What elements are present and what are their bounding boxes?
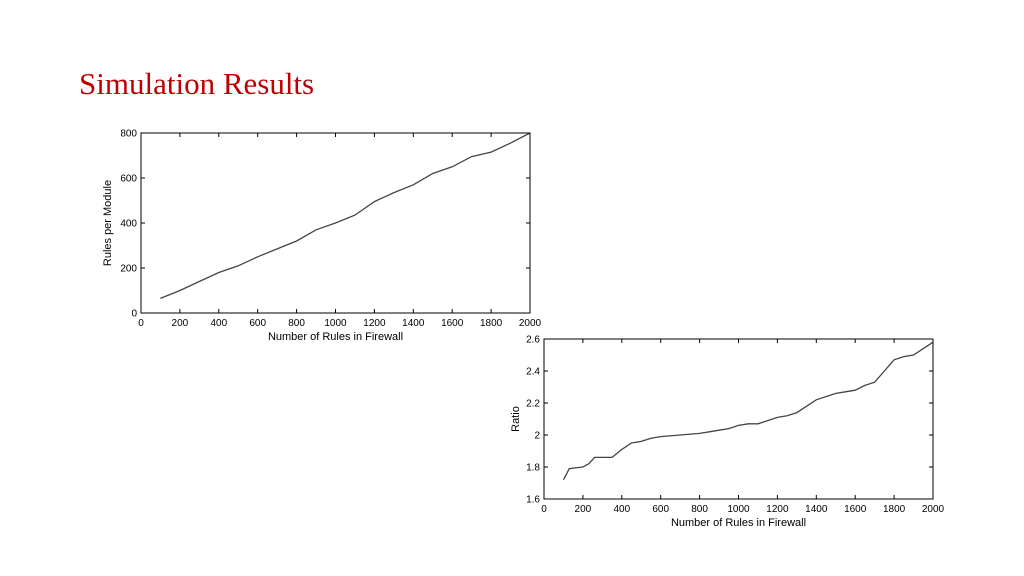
- y-tick-label: 400: [120, 219, 137, 230]
- x-tick-label: 1800: [883, 504, 906, 515]
- y-tick-label: 800: [120, 129, 137, 140]
- x-axis-label: Number of Rules in Firewall: [671, 517, 806, 529]
- x-tick-label: 1000: [324, 318, 347, 329]
- x-tick-label: 400: [613, 504, 630, 515]
- y-tick-label: 1.6: [526, 495, 540, 506]
- y-tick-label: 1.8: [526, 463, 540, 474]
- axes-frame: [543, 338, 934, 500]
- x-axis-label: Number of Rules in Firewall: [268, 331, 403, 343]
- series-line: [160, 132, 531, 300]
- x-tick-label: 1800: [480, 318, 503, 329]
- plot-area: [544, 339, 933, 499]
- x-tick-label: 1400: [402, 318, 425, 329]
- x-tick-label: 0: [138, 318, 144, 329]
- y-tick-label: 2.2: [526, 399, 540, 410]
- series-line: [562, 341, 934, 481]
- y-tick-label: 0: [131, 309, 137, 320]
- x-tick-label: 0: [541, 504, 547, 515]
- y-tick-label: 2: [534, 431, 540, 442]
- chart-rules-per-module: 0 200 400 600 800 1000 1200 1400 1600 1800 2000 0 20…: [102, 129, 542, 344]
- y-tick-label: 200: [120, 264, 137, 275]
- axes-frame: [140, 132, 531, 314]
- x-tick-label: 400: [210, 318, 227, 329]
- chart-ratio: 0 200 400 600 800 1000 1200 1400 1600 1800 2000 1.6…: [510, 335, 945, 530]
- x-tick-label: 1200: [766, 504, 789, 515]
- x-tick-label: 2000: [922, 504, 945, 515]
- y-tick-label: 2.6: [526, 335, 540, 346]
- x-tick-label: 1200: [363, 318, 386, 329]
- x-tick-label: 600: [249, 318, 266, 329]
- y-axis-label: Rules per Module: [102, 180, 114, 266]
- x-tick-label: 200: [575, 504, 592, 515]
- x-tick-label: 800: [691, 504, 708, 515]
- y-axis-label: Ratio: [510, 406, 522, 432]
- x-tick-label: 1400: [805, 504, 828, 515]
- x-tick-label: 800: [288, 318, 305, 329]
- slide-title: Simulation Results: [79, 66, 315, 101]
- y-tick-label: 600: [120, 174, 137, 185]
- x-tick-label: 200: [172, 318, 189, 329]
- x-tick-label: 1600: [441, 318, 464, 329]
- x-tick-label: 1600: [844, 504, 867, 515]
- x-tick-label: 2000: [519, 318, 542, 329]
- x-tick-label: 600: [652, 504, 669, 515]
- y-tick-label: 2.4: [526, 367, 540, 378]
- x-tick-label: 1000: [727, 504, 750, 515]
